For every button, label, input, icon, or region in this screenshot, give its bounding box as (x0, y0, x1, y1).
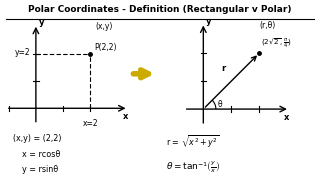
Text: $\theta = \tan^{-1}\!\left(\frac{y}{x}\right)$: $\theta = \tan^{-1}\!\left(\frac{y}{x}\r… (166, 159, 221, 175)
Text: $(2\sqrt{2},\frac{\pi}{4})$: $(2\sqrt{2},\frac{\pi}{4})$ (261, 37, 292, 50)
Text: x: x (123, 112, 128, 121)
Text: (r,θ): (r,θ) (260, 21, 276, 30)
Text: θ: θ (217, 100, 222, 109)
Text: (x,y): (x,y) (95, 22, 113, 31)
Text: y: y (206, 17, 212, 26)
Text: x: x (284, 113, 290, 122)
Text: r: r (221, 64, 226, 73)
Text: y = rsinθ: y = rsinθ (22, 165, 59, 174)
Text: (x,y) = (2,2): (x,y) = (2,2) (13, 134, 61, 143)
Text: x=2: x=2 (83, 119, 98, 128)
Text: x = rcosθ: x = rcosθ (22, 150, 61, 159)
Text: r = $\sqrt{x^2 + y^2}$: r = $\sqrt{x^2 + y^2}$ (166, 134, 220, 151)
Text: Polar Coordinates - Definition (Rectangular v Polar): Polar Coordinates - Definition (Rectangu… (28, 5, 292, 14)
Text: y: y (39, 18, 44, 27)
Text: P(2,2): P(2,2) (94, 43, 117, 52)
Text: y=2: y=2 (15, 48, 30, 57)
